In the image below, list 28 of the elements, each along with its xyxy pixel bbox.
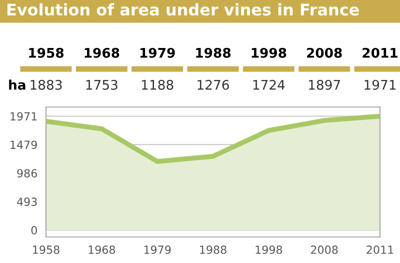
x-tick-label: 1998: [256, 246, 282, 254]
y-tick-label: 1971: [10, 112, 37, 121]
data-label: 1897: [308, 80, 340, 90]
y-tick-label: 493: [17, 198, 37, 206]
x-tick-label: 1979: [144, 246, 171, 254]
category-label: 1958: [29, 48, 64, 58]
category-label: 1998: [252, 48, 286, 58]
category-label: 1968: [84, 48, 120, 58]
x-tick-label: 2011: [366, 246, 394, 254]
y-tick-label: 1479: [10, 140, 37, 149]
data-label: 1276: [198, 80, 229, 90]
data-label: 1753: [86, 80, 118, 90]
y-tick-label: 986: [17, 169, 37, 178]
chart-title: Evolution of area under vines in France: [7, 3, 359, 16]
data-label: 1188: [142, 80, 174, 90]
data-label: 1724: [253, 80, 285, 90]
x-tick-label: 1958: [33, 246, 60, 254]
y-axis-title: ha: [9, 80, 26, 90]
data-label: 1883: [30, 80, 62, 90]
x-tick-label: 1988: [200, 246, 226, 254]
x-tick-label: 1968: [88, 246, 116, 254]
category-label: 1979: [140, 48, 175, 58]
category-label: 1988: [196, 48, 231, 58]
y-tick-label: 0: [31, 226, 37, 234]
data-label: 1971: [364, 80, 396, 90]
category-label: 2011: [362, 48, 398, 58]
category-label: 2008: [307, 48, 342, 58]
x-tick-label: 2008: [311, 246, 338, 254]
